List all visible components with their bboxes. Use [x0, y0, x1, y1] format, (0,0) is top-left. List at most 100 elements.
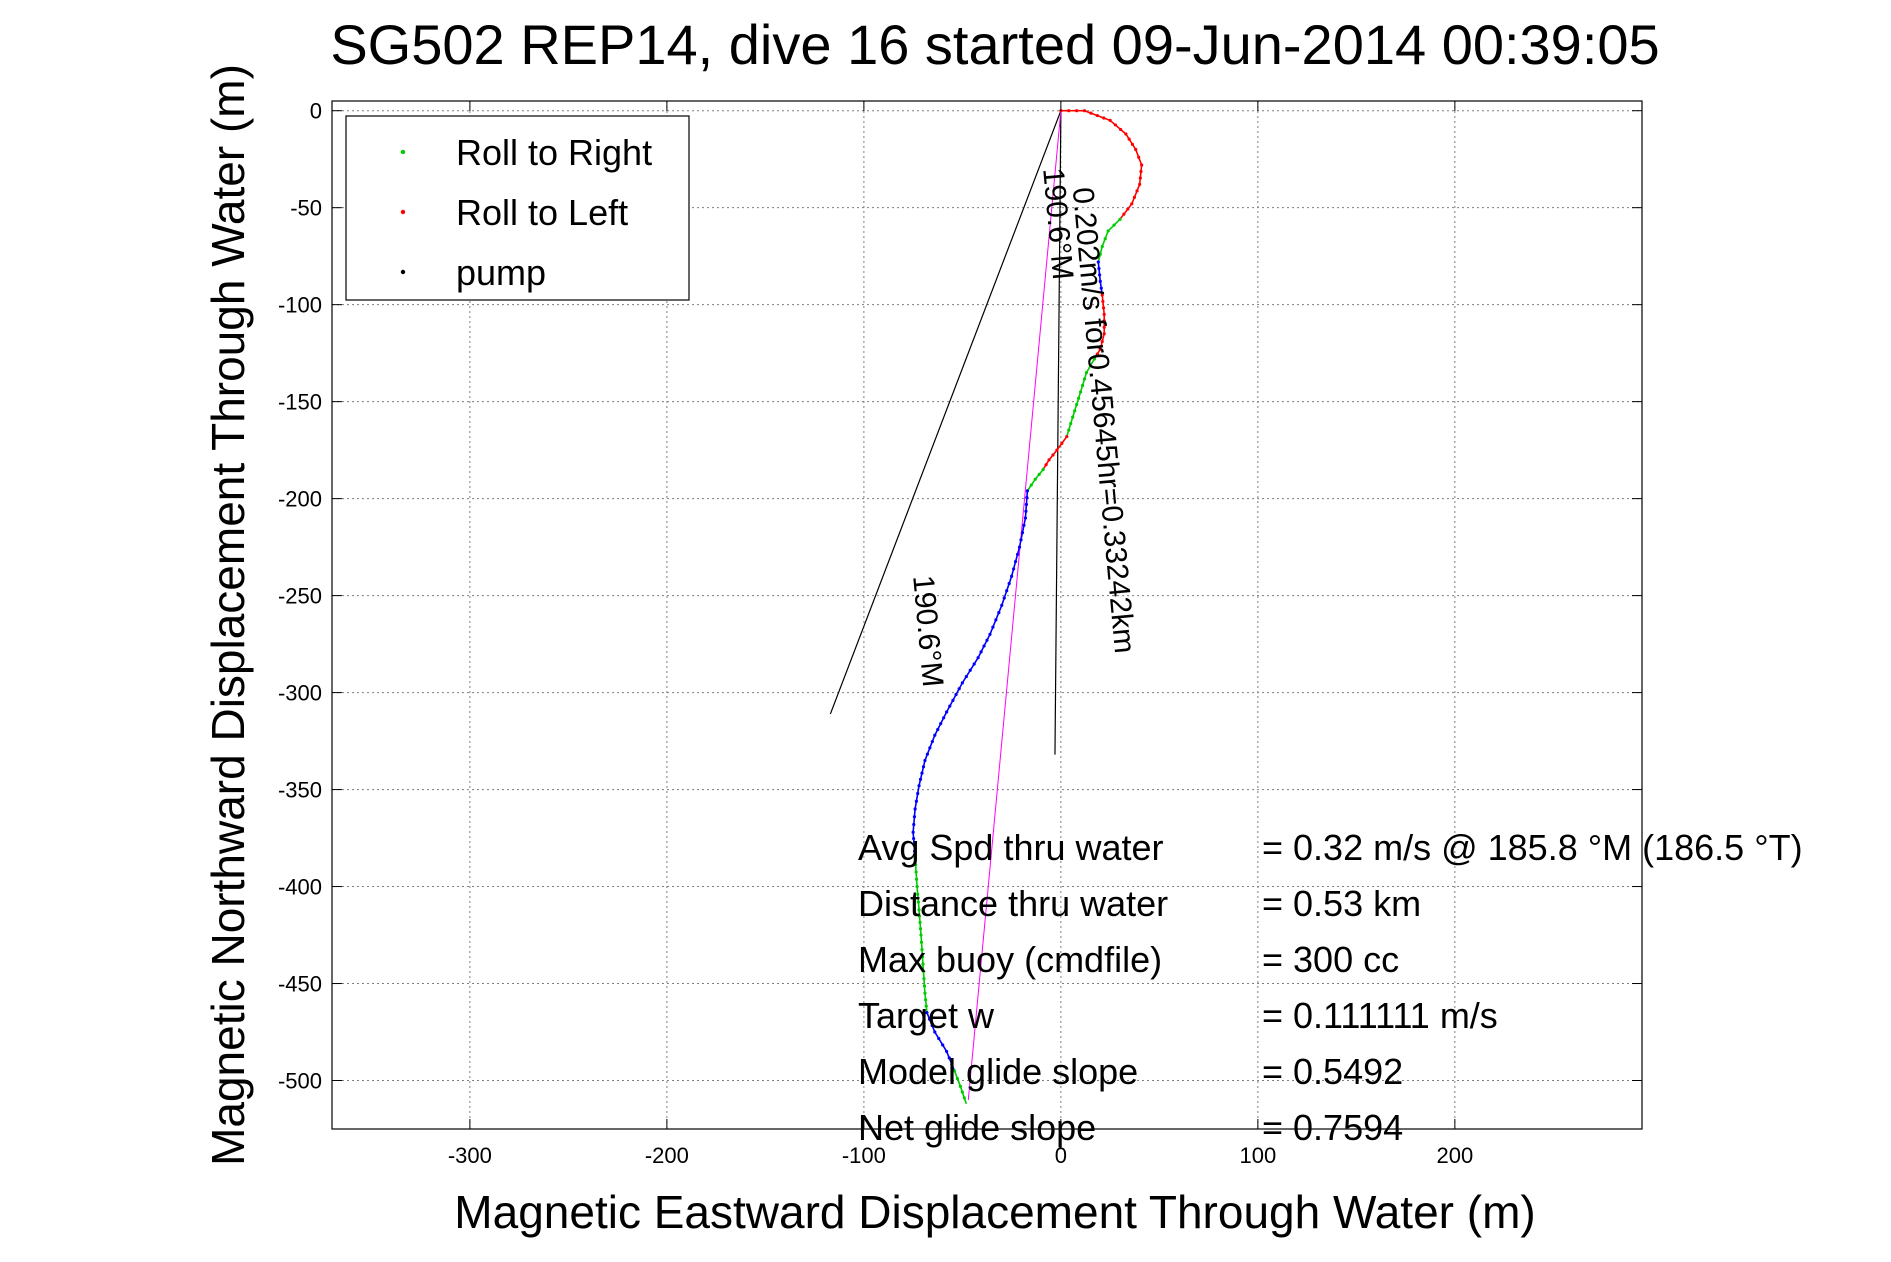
track-point — [1002, 596, 1006, 600]
track-point — [1051, 453, 1055, 457]
track-point — [1075, 402, 1079, 407]
track-point — [920, 771, 924, 775]
stat-label: Avg Spd thru water — [858, 827, 1164, 868]
track-point — [1055, 448, 1059, 452]
track-point — [920, 955, 925, 959]
track-point — [1010, 574, 1014, 578]
y-tick-label: -200 — [278, 487, 322, 512]
track-point — [913, 807, 917, 811]
track-point — [991, 625, 995, 629]
track-point — [1102, 325, 1106, 329]
track-point — [1122, 212, 1126, 216]
x-tick-label: 0 — [1055, 1143, 1067, 1168]
track-point — [1080, 383, 1085, 388]
track-point — [1102, 319, 1106, 323]
y-tick-label: -150 — [278, 390, 322, 415]
stat-label: Net glide slope — [858, 1107, 1096, 1148]
track-point — [1095, 352, 1099, 356]
track-point — [958, 1084, 963, 1088]
track-point — [1134, 147, 1138, 152]
track-point — [1084, 370, 1089, 375]
track-point — [957, 687, 961, 691]
track-point — [1082, 109, 1087, 113]
track-point — [1130, 202, 1134, 206]
track-point — [948, 704, 952, 708]
reference-line — [967, 110, 1062, 1100]
legend-marker — [400, 149, 406, 155]
track-point — [1112, 223, 1116, 227]
track-point — [918, 927, 923, 931]
track-point — [1011, 567, 1016, 571]
track-point — [1044, 463, 1048, 467]
track-point — [1102, 332, 1106, 336]
y-tick-label: -350 — [278, 778, 322, 803]
track-point — [912, 836, 916, 841]
y-tick-label: -450 — [278, 972, 322, 997]
track-point — [917, 784, 921, 788]
track-point — [1092, 357, 1096, 361]
track-point — [921, 969, 926, 974]
track-point — [922, 984, 927, 988]
track-point — [918, 920, 922, 925]
stat-label: Model glide slope — [858, 1051, 1138, 1092]
track-point — [972, 662, 976, 666]
dive-track — [911, 109, 1144, 1105]
track-point — [1140, 163, 1144, 167]
track-point — [941, 1043, 945, 1047]
track-point — [988, 632, 992, 636]
track-point — [933, 733, 937, 737]
track-point — [1096, 260, 1100, 264]
track-point — [955, 1076, 960, 1081]
track-point — [1078, 390, 1083, 394]
track-point — [1098, 252, 1102, 256]
track-point — [1138, 176, 1142, 180]
track-point — [976, 656, 980, 660]
track-point — [913, 863, 918, 867]
track-point — [997, 610, 1001, 615]
y-tick-label: -500 — [278, 1069, 322, 1094]
track-point — [1098, 347, 1102, 351]
x-tick-label: -100 — [842, 1143, 886, 1168]
track-point — [916, 892, 920, 896]
grid-lines — [332, 101, 1642, 1129]
y-tick-label: -300 — [278, 681, 322, 706]
dive-stats: Avg Spd thru water = 0.32 m/s @ 185.8 °M … — [858, 827, 1803, 1148]
track-point — [937, 1036, 941, 1041]
track-point — [933, 1030, 937, 1034]
y-axis-label: Magnetic Northward Displacement Through … — [202, 64, 254, 1166]
track-point — [928, 746, 932, 750]
track-point — [1102, 116, 1106, 120]
track-point — [1132, 195, 1137, 199]
stat-label: Distance thru water — [858, 883, 1168, 924]
track-point — [914, 870, 918, 874]
track-point — [1067, 109, 1071, 113]
track-point — [1098, 279, 1102, 283]
track-point — [1015, 552, 1020, 556]
chart-title: SG502 REP14, dive 16 started 09-Jun-2014… — [330, 13, 1659, 76]
track-point — [925, 1011, 929, 1015]
track-point — [960, 681, 964, 685]
track-point — [1113, 123, 1117, 127]
y-axis-ticks: 0 -50 -100 -150 -200 -250 -300 -350 -400 -450 -500 — [278, 99, 1642, 1094]
track-point — [930, 1023, 934, 1028]
legend-box — [345, 115, 690, 301]
track-point — [1100, 244, 1104, 249]
track-point — [1138, 182, 1142, 187]
stat-value: = 0.5492 — [1262, 1051, 1403, 1092]
track-point — [982, 644, 986, 648]
track-point — [1102, 312, 1106, 316]
legend-marker — [400, 269, 406, 275]
track-point — [924, 998, 928, 1002]
track-point — [1060, 441, 1064, 445]
track-point — [916, 791, 920, 796]
track-point — [1135, 189, 1139, 193]
track-point — [1137, 155, 1141, 159]
track-point — [1100, 293, 1104, 297]
x-axis-label: Magnetic Eastward Displacement Through W… — [454, 1186, 1535, 1238]
track-point — [951, 698, 955, 702]
track-point — [927, 1017, 932, 1021]
track-point — [915, 884, 919, 889]
track-point — [1097, 266, 1101, 271]
track-point — [1029, 483, 1033, 487]
